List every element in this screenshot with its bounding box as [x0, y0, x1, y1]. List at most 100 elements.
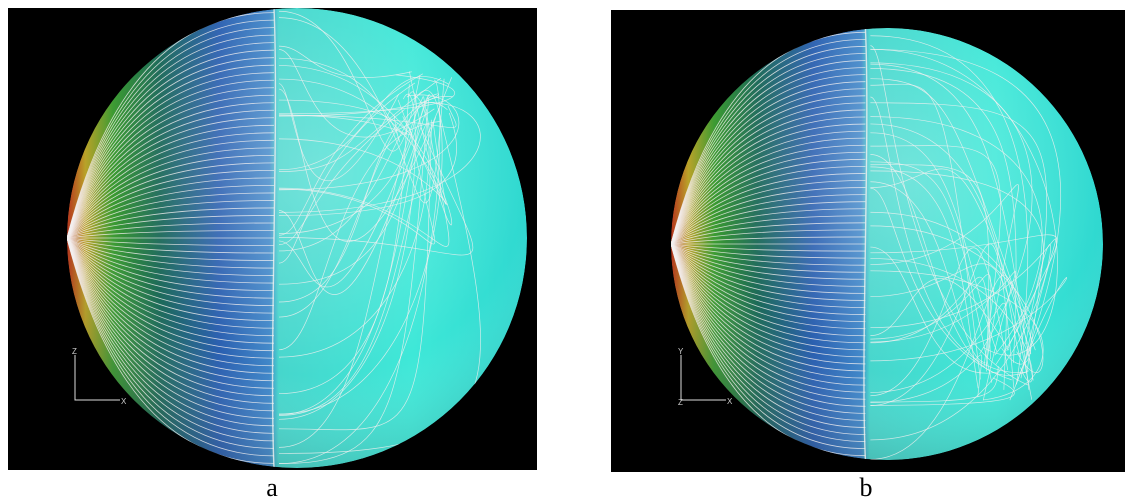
streamline	[67, 237, 275, 246]
streamline	[278, 94, 460, 191]
streamline	[671, 173, 866, 245]
streamline	[67, 237, 275, 322]
streamline	[67, 102, 275, 239]
streamline	[67, 49, 275, 239]
streamline	[671, 243, 866, 252]
streamline	[67, 237, 275, 307]
axis-label: Y	[678, 347, 684, 356]
streamline	[67, 237, 275, 374]
streamline	[870, 116, 1043, 356]
streamline	[870, 246, 1000, 374]
streamline	[67, 207, 275, 239]
streamline	[671, 201, 866, 245]
streamline	[671, 243, 866, 337]
streamline	[278, 82, 416, 264]
streamline	[67, 237, 275, 337]
streamline	[870, 145, 1001, 368]
streamline	[67, 237, 275, 412]
streamline	[870, 102, 1048, 375]
streamline	[278, 74, 455, 115]
streamline	[671, 215, 866, 245]
streamline	[671, 243, 866, 259]
streamline	[671, 137, 866, 245]
streamline	[67, 185, 275, 239]
streamline	[278, 49, 435, 138]
streamline	[278, 109, 405, 245]
streamline	[67, 237, 275, 404]
streamline	[671, 243, 866, 428]
streamline	[67, 237, 275, 449]
streamline	[67, 237, 275, 276]
streamline	[671, 243, 866, 421]
streamline	[870, 302, 1007, 393]
streamline	[870, 62, 1033, 355]
streamline	[67, 27, 275, 239]
streamline	[671, 81, 866, 245]
streamline	[67, 237, 275, 329]
streamline	[67, 237, 275, 427]
streamline	[67, 200, 275, 239]
streamline	[278, 10, 421, 152]
streamline	[67, 162, 275, 239]
streamline	[671, 95, 866, 245]
streamline	[278, 112, 457, 216]
streamline	[67, 64, 275, 239]
streamline	[671, 243, 866, 372]
streamline	[870, 96, 1027, 373]
streamline	[671, 243, 866, 414]
streamline	[67, 87, 275, 239]
streamline	[671, 243, 866, 400]
streamline	[870, 225, 1044, 374]
streamline	[671, 243, 866, 344]
streamline	[278, 83, 399, 182]
streamline	[278, 122, 399, 303]
axis-label: X	[121, 397, 127, 406]
streamline	[671, 187, 866, 245]
streamline	[271, 8, 277, 468]
streamline	[671, 243, 866, 358]
streamline	[67, 139, 275, 239]
streamline	[671, 243, 866, 435]
streamline	[67, 79, 275, 239]
streamline	[67, 72, 275, 239]
streamline	[671, 243, 866, 294]
streamline	[671, 165, 866, 245]
streamline	[671, 243, 866, 330]
streamline	[67, 237, 275, 382]
axis-label: X	[727, 397, 733, 406]
streamline	[278, 124, 427, 285]
streamline	[278, 77, 453, 242]
streamline	[278, 127, 436, 245]
streamline	[278, 99, 407, 135]
streamline	[671, 130, 866, 245]
streamline	[278, 65, 453, 226]
streamline	[863, 28, 868, 460]
streamline	[671, 243, 866, 287]
streamline	[870, 83, 981, 380]
streamline	[67, 237, 275, 344]
streamline	[671, 243, 866, 386]
streamline	[67, 124, 275, 239]
streamline	[870, 270, 1044, 401]
streamline	[67, 230, 275, 239]
streamline	[278, 17, 445, 203]
streamline	[870, 274, 992, 352]
streamline	[278, 105, 457, 128]
streamline	[67, 12, 275, 239]
streamline	[870, 78, 1036, 351]
streamline	[278, 102, 481, 213]
streamline	[67, 237, 275, 299]
streamline	[870, 366, 999, 403]
axis-label: Z	[72, 347, 77, 356]
streamline	[671, 109, 866, 245]
streamline	[671, 243, 866, 450]
streamline	[671, 88, 866, 245]
streamline	[67, 109, 275, 239]
streamline	[278, 93, 430, 416]
streamline	[67, 147, 275, 239]
streamline	[67, 94, 275, 239]
streamline	[671, 53, 866, 245]
streamline	[671, 208, 866, 245]
streamline	[870, 184, 1019, 367]
